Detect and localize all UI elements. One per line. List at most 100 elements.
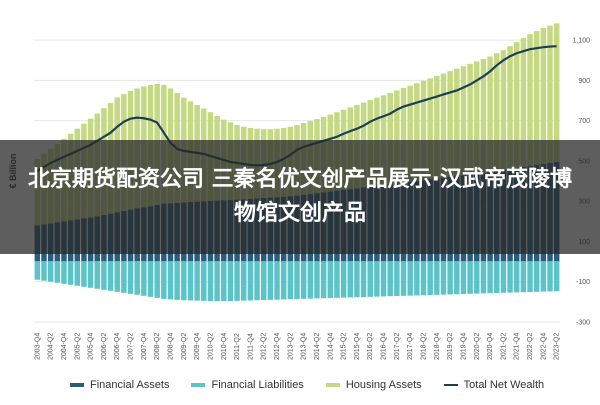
legend-item-financial-assets[interactable]: Financial Assets (70, 379, 169, 391)
bar-housing-assets (387, 92, 393, 185)
x-tick-label: 2016-Q2 (367, 333, 374, 360)
y-tick-label: -300 (576, 320, 590, 327)
x-tick-label: 2012-Q2 (261, 333, 268, 360)
bar-financial-liabilities (194, 261, 200, 301)
y-tick-label: 1,100 (572, 38, 590, 45)
x-tick-label: 2008-Q2 (154, 333, 161, 360)
bar-financial-liabilities (513, 261, 520, 293)
bar-financial-liabilities (207, 261, 214, 302)
bar-financial-liabilities (327, 261, 334, 299)
bar-financial-liabilities (247, 261, 254, 301)
bar-financial-liabilities (387, 261, 393, 297)
legend-item-financial-liabilities[interactable]: Financial Liabilities (191, 379, 304, 391)
y-tick-label: -100 (576, 279, 590, 286)
bar-housing-assets (474, 61, 480, 174)
x-tick-label: 2023-Q2 (554, 333, 561, 360)
bar-financial-liabilities (434, 261, 440, 295)
bar-financial-liabilities (307, 261, 314, 299)
bar-financial-liabilities (494, 261, 500, 294)
bar-financial-liabilities (427, 261, 433, 296)
bar-financial-liabilities (127, 261, 134, 294)
bar-financial-liabilities (394, 261, 400, 297)
x-tick-label: 2007-Q2 (128, 333, 135, 360)
bar-financial-liabilities (407, 261, 413, 296)
bar-financial-liabilities (480, 261, 487, 294)
bar-financial-liabilities (154, 261, 160, 298)
bar-financial-liabilities (280, 261, 287, 300)
bar-financial-liabilities (300, 261, 307, 299)
bar-housing-assets (460, 66, 467, 176)
bar-housing-assets (527, 34, 533, 166)
bar-financial-liabilities (507, 261, 513, 293)
x-tick-label: 2013-Q2 (287, 333, 294, 360)
x-tick-label: 2009-Q4 (194, 333, 201, 360)
x-tick-label: 2010-Q2 (207, 333, 214, 360)
legend-swatch-housing-assets (325, 383, 340, 387)
bar-financial-liabilities (81, 261, 87, 287)
bar-financial-liabilities (214, 261, 220, 302)
bar-housing-assets (533, 31, 540, 165)
legend-swatch-total-net-wealth (443, 384, 458, 386)
x-tick-label: 2018-Q4 (434, 333, 441, 360)
x-tick-label: 2020-Q2 (474, 333, 481, 360)
x-tick-label: 2020-Q4 (487, 333, 494, 360)
bar-financial-liabilities (227, 261, 234, 302)
bar-financial-liabilities (267, 261, 274, 300)
bar-financial-liabilities (61, 261, 67, 284)
bar-financial-liabilities (287, 261, 294, 300)
x-tick-label: 2013-Q4 (301, 333, 308, 360)
x-tick-label: 2022-Q2 (527, 333, 534, 360)
bar-financial-liabilities (121, 261, 127, 293)
bar-housing-assets (440, 73, 447, 178)
bar-financial-liabilities (34, 261, 41, 280)
bar-housing-assets (407, 85, 413, 182)
bar-financial-liabilities (74, 261, 81, 286)
chart-legend: Financial Assets Financial Liabilities H… (70, 376, 590, 394)
x-tick-label: 2019-Q4 (460, 333, 467, 360)
bar-housing-assets (480, 59, 487, 174)
bar-financial-liabilities (347, 261, 353, 298)
x-tick-label: 2006-Q2 (101, 333, 108, 360)
bar-financial-liabilities (367, 261, 373, 297)
x-tick-label: 2018-Q2 (421, 333, 428, 360)
x-tick-label: 2007-Q4 (141, 333, 148, 360)
x-tick-label: 2014-Q2 (314, 333, 321, 360)
bar-financial-liabilities (87, 261, 94, 288)
bar-housing-assets (547, 25, 553, 163)
bar-housing-assets (454, 68, 460, 177)
bar-financial-liabilities (107, 261, 114, 291)
x-tick-label: 2014-Q4 (327, 333, 334, 360)
x-tick-label: 2022-Q4 (540, 333, 547, 360)
bar-financial-liabilities (380, 261, 387, 297)
x-tick-label: 2011-Q2 (234, 333, 241, 360)
legend-swatch-financial-liabilities (191, 383, 206, 387)
x-tick-label: 2016-Q4 (381, 333, 388, 360)
x-tick-label: 2005-Q2 (74, 333, 81, 360)
legend-item-total-net-wealth[interactable]: Total Net Wealth (443, 379, 545, 391)
y-tick-label: 900 (578, 78, 590, 85)
bar-financial-liabilities (547, 261, 553, 292)
bar-financial-liabilities (420, 261, 427, 296)
legend-item-housing-assets[interactable]: Housing Assets (325, 379, 422, 391)
x-tick-label: 2015-Q2 (341, 333, 348, 360)
bar-financial-liabilities (320, 261, 327, 299)
bar-housing-assets (520, 38, 527, 167)
bar-financial-liabilities (454, 261, 460, 295)
bar-financial-liabilities (201, 261, 207, 301)
bar-financial-liabilities (487, 261, 493, 294)
bar-financial-liabilities (533, 261, 540, 292)
legend-label-housing-assets: Housing Assets (345, 379, 422, 391)
bar-housing-assets (414, 83, 420, 182)
bar-housing-assets (420, 80, 427, 181)
legend-label-total-net-wealth: Total Net Wealth (463, 379, 545, 391)
legend-swatch-financial-assets (70, 383, 84, 387)
x-tick-label: 2008-Q4 (167, 333, 174, 360)
bar-financial-liabilities (540, 261, 547, 292)
bar-financial-liabilities (314, 261, 320, 299)
bar-housing-assets (553, 23, 560, 162)
bar-housing-assets (400, 88, 407, 183)
bar-financial-liabilities (147, 261, 154, 297)
bar-financial-liabilities (447, 261, 453, 295)
x-tick-label: 2004-Q4 (61, 333, 68, 360)
bar-financial-liabilities (500, 261, 507, 293)
